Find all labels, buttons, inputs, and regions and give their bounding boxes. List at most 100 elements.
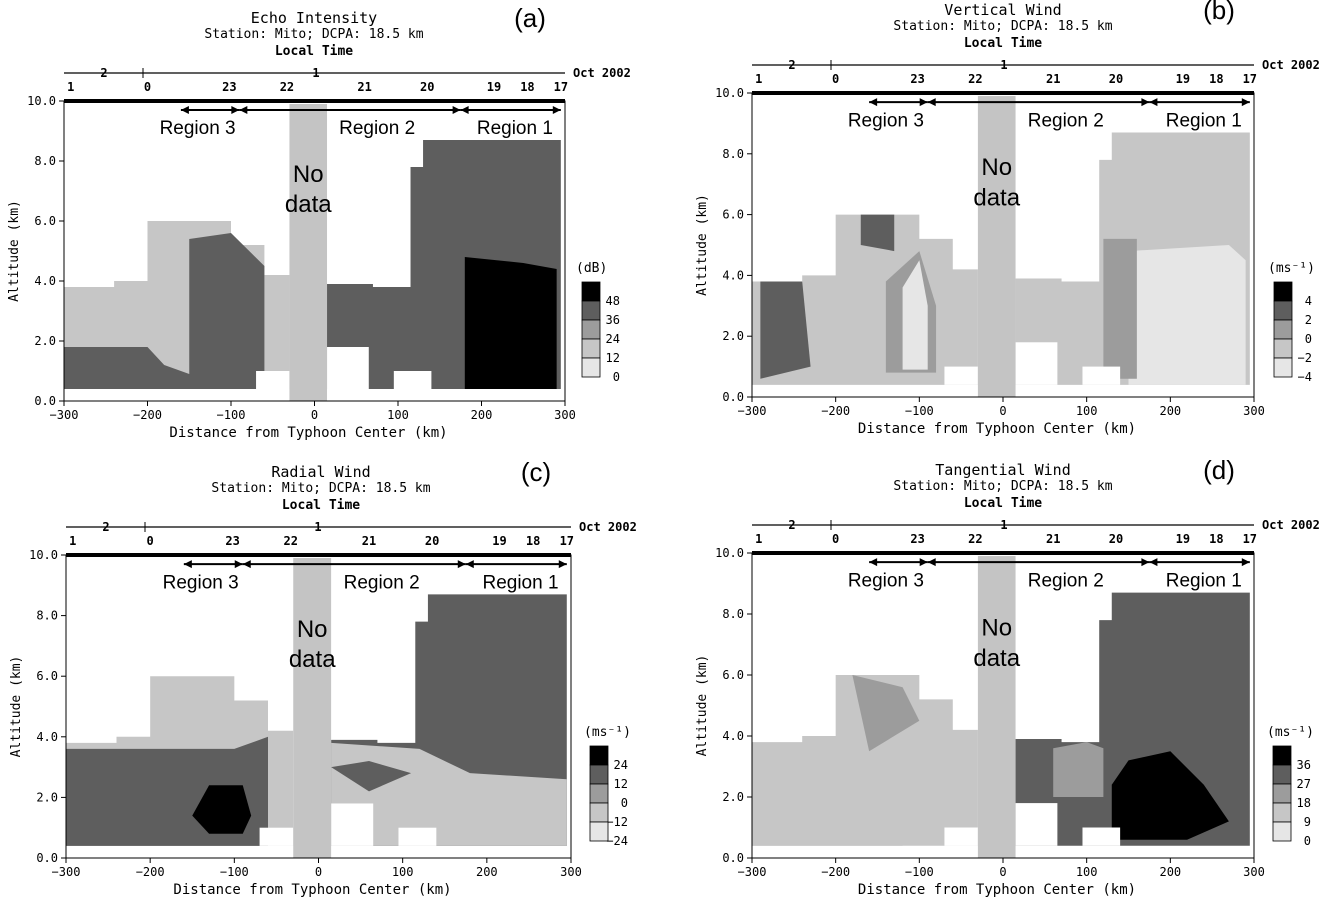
- date-label: Oct 2002: [573, 66, 631, 80]
- wind-core: [1111, 751, 1229, 840]
- legend-swatch: [1272, 802, 1292, 823]
- x-tick-label: 200: [1159, 404, 1181, 418]
- y-tick-label: 4.0: [722, 729, 744, 743]
- region-1-label: Region 1: [1166, 110, 1242, 131]
- y-tick-label: 0.0: [36, 851, 58, 865]
- hour-tick-label: 19: [1176, 72, 1190, 86]
- legend-swatch: [581, 319, 601, 340]
- x-axis-label: Distance from Typhoon Center (km): [173, 882, 451, 898]
- hour-tick-label: 17: [1243, 72, 1257, 86]
- region-3-arrow-head: [180, 106, 189, 114]
- region-2-label: Region 2: [1028, 110, 1104, 131]
- hour-tick-label: 18: [520, 80, 534, 94]
- legend-level-label: 18: [1297, 796, 1311, 810]
- region-3-arrow-head: [869, 558, 878, 567]
- x-tick-label: 0: [311, 408, 318, 422]
- hour-tick-label: 20: [425, 534, 439, 548]
- legend-title: (ms⁻¹): [1267, 725, 1314, 740]
- legend-swatch: [1273, 300, 1293, 321]
- x-axis-label: Distance from Typhoon Center (km): [858, 882, 1136, 898]
- date-label: Oct 2002: [1262, 518, 1320, 532]
- x-axis-label: Distance from Typhoon Center (km): [858, 421, 1136, 437]
- legend-swatch: [1272, 783, 1292, 804]
- hour-tick-label: 0: [832, 72, 839, 86]
- x-tick-label: −200: [133, 408, 162, 422]
- y-tick-label: 6.0: [34, 214, 56, 228]
- panel-title: Radial Wind: [271, 463, 370, 481]
- data-gap: [398, 827, 437, 846]
- y-tick-label: 2.0: [36, 790, 58, 804]
- echo-core: [464, 257, 557, 389]
- day-label: 1: [312, 66, 319, 80]
- region-2-label: Region 2: [1028, 571, 1104, 592]
- no-data-band: [293, 558, 332, 858]
- hour-tick-label: 21: [357, 80, 371, 94]
- hour-tick-label: 23: [225, 534, 239, 548]
- region-2-arrow-head: [927, 558, 936, 567]
- region-2-label: Region 2: [344, 572, 420, 593]
- wind-core: [902, 260, 928, 370]
- data-gap: [259, 827, 294, 846]
- panel-subtitle: Station: Mito; DCPA: 18.5 km: [893, 19, 1112, 34]
- data-gap: [1082, 827, 1121, 846]
- y-tick-label: 0.0: [722, 851, 744, 865]
- wind-core: [192, 785, 252, 834]
- region-3-arrow-head: [234, 560, 243, 569]
- legend-swatch: [1272, 764, 1292, 785]
- data-gap: [1082, 366, 1121, 385]
- region-1-arrow-head: [460, 106, 469, 114]
- legend-level-label: 0: [1304, 834, 1311, 848]
- hour-tick-label: 18: [526, 534, 540, 548]
- x-tick-label: −200: [821, 865, 850, 879]
- legend-level-label: 0: [613, 370, 620, 384]
- legend-level-label: −2: [1298, 351, 1312, 365]
- no-data-label: No: [293, 161, 324, 188]
- x-tick-label: 0: [999, 865, 1006, 879]
- no-data-label: data: [289, 646, 336, 673]
- y-tick-label: 10.0: [27, 94, 56, 108]
- day-label: 2: [102, 520, 109, 534]
- region-2-arrow-head: [239, 106, 248, 114]
- y-tick-label: 2.0: [34, 334, 56, 348]
- region-3-label: Region 3: [848, 110, 924, 131]
- legend-title: (dB): [576, 261, 607, 276]
- legend-swatch: [1272, 745, 1292, 766]
- hour-tick-label: 21: [1046, 72, 1060, 86]
- local-time-label: Local Time: [964, 36, 1042, 51]
- y-tick-label: 8.0: [722, 607, 744, 621]
- y-tick-label: 10.0: [29, 548, 58, 562]
- no-data-label: No: [981, 614, 1012, 641]
- hour-tick-label: 19: [1176, 532, 1190, 546]
- hour-tick-label: 0: [147, 534, 154, 548]
- legend-level-label: 24: [606, 332, 620, 346]
- y-axis-label: Altitude (km): [695, 655, 710, 757]
- panel-subtitle: Station: Mito; DCPA: 18.5 km: [204, 27, 423, 42]
- wind-core: [1128, 245, 1246, 385]
- region-1-arrow-head: [465, 560, 474, 569]
- region-1-arrow-head: [1241, 558, 1250, 567]
- hour-tick-label: 18: [1209, 532, 1223, 546]
- region-3-arrow-head: [183, 560, 192, 569]
- panel-label: (d): [1203, 455, 1235, 485]
- date-label: Oct 2002: [1262, 58, 1320, 72]
- legend-level-label: 24: [614, 758, 628, 772]
- legend-level-label: 4: [1305, 294, 1312, 308]
- wind-band: [1103, 238, 1137, 379]
- x-tick-label: 100: [387, 408, 409, 422]
- region-2-arrow-head: [242, 560, 251, 569]
- hour-tick-label: 17: [560, 534, 574, 548]
- legend-swatch: [589, 802, 609, 823]
- legend-swatch: [581, 300, 601, 321]
- y-tick-label: 8.0: [722, 147, 744, 161]
- x-tick-label: 300: [1243, 865, 1265, 879]
- hour-tick-label: 19: [487, 80, 501, 94]
- data-gap: [944, 827, 978, 846]
- x-tick-label: −300: [738, 865, 767, 879]
- x-tick-label: 300: [554, 408, 576, 422]
- y-axis-label: Altitude (km): [7, 200, 22, 302]
- data-gap: [393, 371, 432, 389]
- x-tick-label: −300: [52, 865, 81, 879]
